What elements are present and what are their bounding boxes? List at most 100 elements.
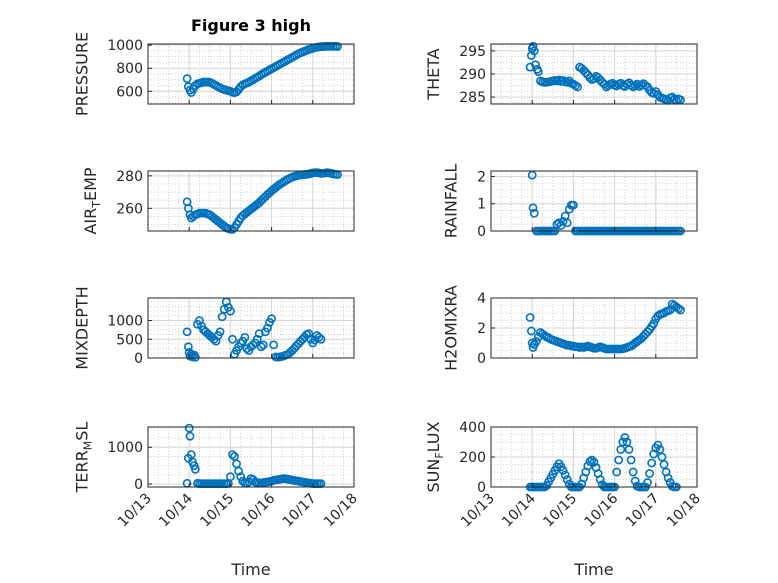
data-point: [674, 304, 683, 313]
subplot-3: 260 280 AIRTEMP: [81, 167, 355, 235]
figure-title: Figure 3 high: [191, 16, 311, 35]
data-point: [626, 80, 636, 90]
data-point: [314, 332, 324, 342]
data-point: [228, 450, 237, 460]
x-tick-label: 10/17: [280, 491, 320, 531]
data-point: [225, 306, 235, 316]
y-tick-label: 0: [477, 224, 486, 240]
y-tick-label: 4: [477, 291, 486, 307]
data-point: [215, 327, 225, 337]
data-point: [649, 319, 659, 328]
data-point: [558, 466, 568, 475]
data-point: [183, 342, 193, 352]
y-axis-label: RAINFALL: [441, 164, 460, 239]
data-point: [236, 338, 246, 348]
data-point: [560, 470, 570, 480]
data-point: [655, 445, 665, 454]
data-point: [236, 472, 246, 482]
data-point: [263, 323, 272, 333]
data-point: [628, 467, 638, 477]
data-point: [228, 334, 237, 344]
subplot-1: 600 800 1000 PRESSURE: [73, 32, 355, 116]
y-tick-label: 600: [116, 84, 143, 100]
data-point: [225, 472, 235, 482]
x-tick-label: 10/14: [499, 490, 539, 530]
data-point: [612, 467, 622, 477]
data-point: [643, 327, 652, 337]
y-axis-label: THETA: [424, 48, 443, 100]
data-point: [533, 67, 543, 77]
subplot-4: 0 1 2 RAINFALL: [441, 164, 698, 240]
axes-frame: [147, 297, 355, 359]
data-point: [645, 469, 655, 478]
data-point: [649, 88, 659, 98]
y-tick-label: 2: [477, 169, 486, 185]
data-point: [587, 455, 597, 465]
y-tick-label: 280: [116, 169, 143, 185]
y-axis-label: MIXDEPTH: [73, 286, 92, 369]
data-point: [526, 326, 536, 336]
subplot-6: 0 2 4 H2OMIXRA: [441, 285, 698, 371]
axes-frame: [147, 426, 355, 488]
data-point: [569, 200, 578, 210]
data-point: [624, 445, 634, 454]
x-tick-label: 10/18: [664, 491, 704, 531]
y-tick-label: 295: [459, 44, 486, 60]
x-tick-label: 10/16: [239, 490, 279, 530]
subplot-5: 0 500 1000 MIXDEPTH: [73, 286, 355, 370]
data-point: [248, 340, 258, 350]
x-tick-label: 10/15: [540, 491, 580, 531]
subplot-2: 285 290 295 THETA: [424, 41, 698, 106]
y-axis-label: TERRMSL: [73, 422, 95, 494]
data-point: [333, 42, 342, 51]
y-tick-label: 500: [116, 332, 143, 348]
y-tick-label: 0: [134, 351, 143, 367]
y-axis-label: PRESSURE: [73, 32, 92, 116]
x-tick-label: 10/14: [156, 490, 196, 530]
y-tick-label: 1000: [107, 440, 143, 456]
data-point: [632, 79, 642, 89]
y-tick-label: 400: [459, 420, 486, 436]
x-tick-label: 10/18: [321, 491, 361, 531]
data-point: [562, 218, 572, 228]
subplot-7: 0 1000 10/13 10/14 10/15 10/16 10/17 10/18 TERRM…: [73, 422, 361, 579]
data-point: [614, 455, 624, 465]
data-point: [185, 431, 195, 441]
data-point: [616, 445, 626, 454]
subplot-8: 0 200 400 10/13 10/14 10/15 10/16 10/17 10/18 SUN…: [424, 420, 704, 579]
data-point: [653, 440, 663, 450]
data-point: [240, 332, 250, 342]
data-point: [217, 312, 227, 322]
data-point: [211, 336, 221, 346]
data-point: [258, 340, 268, 350]
data-point: [589, 457, 599, 467]
x-axis-label: Time: [573, 560, 613, 579]
data-point: [657, 452, 667, 462]
data-point: [242, 344, 252, 354]
data-point: [252, 334, 262, 344]
data-point: [256, 342, 266, 352]
data-point: [558, 217, 568, 226]
data-point: [676, 95, 685, 105]
x-tick-label: 10/16: [582, 490, 622, 530]
data-point: [531, 60, 540, 70]
data-point: [647, 458, 657, 468]
data-point: [182, 74, 192, 84]
data-point: [184, 423, 194, 433]
data-point: [190, 352, 200, 362]
x-tick-label: 10/13: [115, 491, 155, 531]
y-tick-label: 200: [459, 450, 486, 466]
y-tick-label: 800: [116, 61, 143, 77]
data-point: [676, 305, 685, 315]
x-tick-label: 10/17: [623, 491, 663, 531]
data-point: [622, 437, 632, 447]
axes-frame: [147, 170, 355, 232]
data-point: [195, 316, 204, 325]
axes-frame: [147, 43, 355, 105]
data-point: [595, 475, 605, 484]
data-point: [585, 457, 595, 466]
data-point: [618, 437, 628, 447]
data-point: [630, 476, 640, 486]
